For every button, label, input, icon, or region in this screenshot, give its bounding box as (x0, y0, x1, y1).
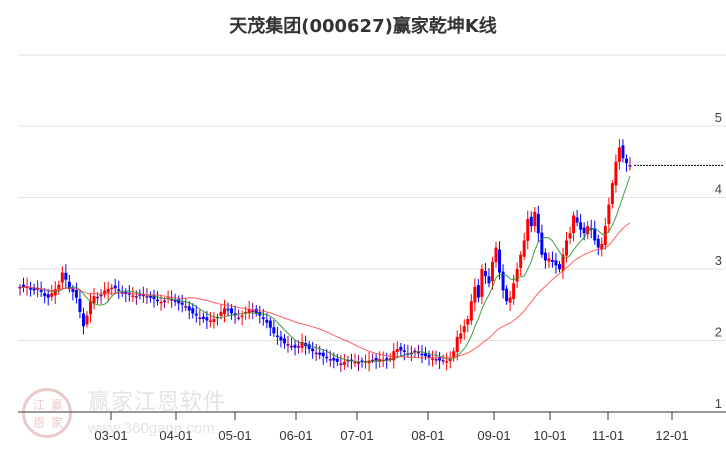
x-tick-label: 10-01 (533, 428, 566, 443)
watermark-brand: 赢家江恩软件 (88, 390, 227, 415)
y-tick-label: 4 (715, 182, 722, 197)
x-tick-label: 04-01 (159, 428, 192, 443)
grid-lines (18, 54, 726, 341)
x-tick-label: 11-01 (592, 428, 624, 443)
x-tick-label: 03-01 (94, 428, 127, 443)
y-axis-labels: 1 2 3 4 5 (715, 110, 722, 411)
x-tick-label: 06-01 (279, 428, 312, 443)
x-tick-label: 09-01 (477, 428, 510, 443)
watermark-url: www.360gann.com (88, 420, 215, 437)
y-tick-label: 2 (715, 325, 722, 340)
x-axis: 03-01 04-01 05-01 06-01 07-01 08-01 09-01 10-01… (18, 411, 726, 443)
x-tick-label: 05-01 (218, 428, 251, 443)
watermark: 江 赢 恩 家 赢家江恩软件 www.360gann.com (20, 386, 240, 444)
candlesticks (18, 138, 632, 372)
y-tick-label: 3 (715, 253, 722, 268)
x-tick-label: 08-01 (411, 428, 444, 443)
watermark-seal-icon: 江 赢 恩 家 (22, 388, 72, 438)
x-tick-label: 12-01 (655, 428, 688, 443)
y-tick-label: 5 (715, 110, 722, 125)
y-tick-label: 1 (715, 396, 722, 411)
x-tick-label: 07-01 (340, 428, 373, 443)
chart-title: 天茂集团(000627)赢家乾坤K线 (229, 16, 497, 37)
moving-average-lines (19, 176, 631, 363)
